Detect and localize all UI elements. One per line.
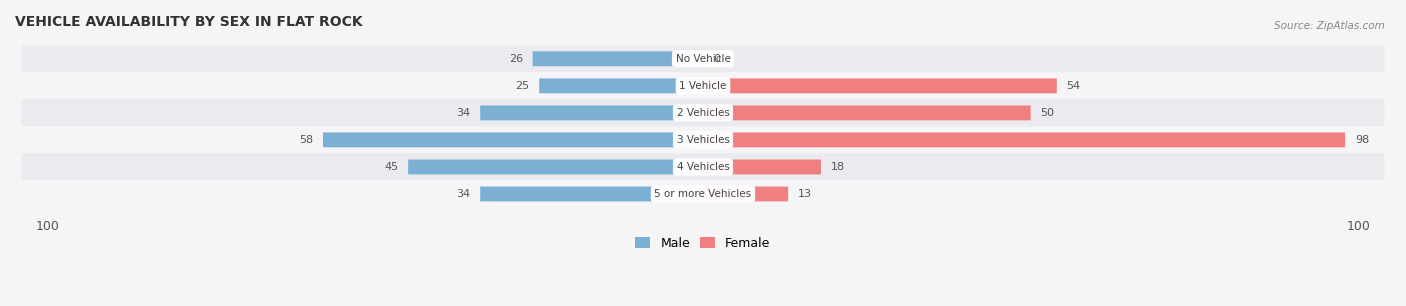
Text: No Vehicle: No Vehicle: [675, 54, 731, 64]
Text: 18: 18: [831, 162, 845, 172]
Text: 4 Vehicles: 4 Vehicles: [676, 162, 730, 172]
FancyBboxPatch shape: [481, 106, 703, 120]
Text: 0: 0: [713, 54, 720, 64]
Text: 5 or more Vehicles: 5 or more Vehicles: [654, 189, 752, 199]
Text: 25: 25: [515, 81, 530, 91]
FancyBboxPatch shape: [21, 72, 1385, 99]
FancyBboxPatch shape: [21, 181, 1385, 207]
FancyBboxPatch shape: [323, 132, 703, 147]
FancyBboxPatch shape: [703, 159, 821, 174]
Text: Source: ZipAtlas.com: Source: ZipAtlas.com: [1274, 21, 1385, 32]
FancyBboxPatch shape: [538, 78, 703, 93]
Text: 50: 50: [1040, 108, 1054, 118]
Text: 34: 34: [457, 189, 471, 199]
FancyBboxPatch shape: [533, 51, 703, 66]
FancyBboxPatch shape: [481, 187, 703, 201]
Text: 45: 45: [384, 162, 398, 172]
Text: 58: 58: [299, 135, 314, 145]
FancyBboxPatch shape: [408, 159, 703, 174]
FancyBboxPatch shape: [703, 132, 1346, 147]
FancyBboxPatch shape: [703, 187, 789, 201]
FancyBboxPatch shape: [703, 106, 1031, 120]
Text: 98: 98: [1355, 135, 1369, 145]
FancyBboxPatch shape: [21, 99, 1385, 126]
Text: 26: 26: [509, 54, 523, 64]
Text: 34: 34: [457, 108, 471, 118]
Text: 1 Vehicle: 1 Vehicle: [679, 81, 727, 91]
Text: 13: 13: [799, 189, 813, 199]
Text: 2 Vehicles: 2 Vehicles: [676, 108, 730, 118]
FancyBboxPatch shape: [21, 126, 1385, 153]
Text: VEHICLE AVAILABILITY BY SEX IN FLAT ROCK: VEHICLE AVAILABILITY BY SEX IN FLAT ROCK: [15, 15, 363, 29]
Text: 54: 54: [1067, 81, 1081, 91]
Text: 3 Vehicles: 3 Vehicles: [676, 135, 730, 145]
FancyBboxPatch shape: [703, 78, 1057, 93]
Legend: Male, Female: Male, Female: [630, 232, 776, 255]
FancyBboxPatch shape: [21, 153, 1385, 181]
FancyBboxPatch shape: [21, 45, 1385, 72]
